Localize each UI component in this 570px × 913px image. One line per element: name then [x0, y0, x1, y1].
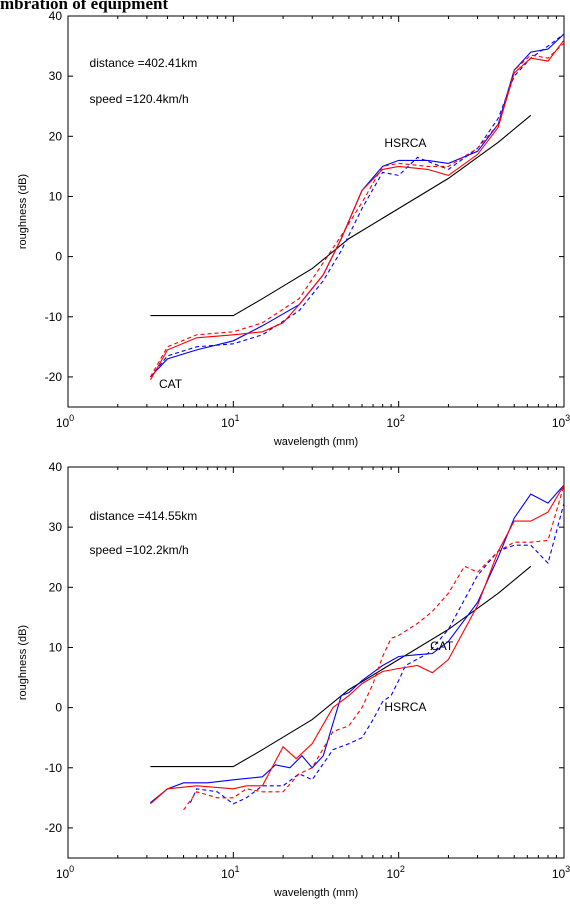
y-tick-label: -20	[45, 821, 63, 835]
x-tick-base: 10	[386, 416, 400, 430]
y-tick-label: 20	[49, 580, 63, 594]
x-tick-label: 102	[386, 413, 404, 430]
x-tick-exponent: 1	[235, 413, 240, 423]
annotation-label: CAT	[430, 639, 454, 653]
y-tick-label: 30	[49, 520, 63, 534]
y-tick-label: -10	[45, 761, 63, 775]
y-tick-label: 40	[49, 9, 63, 23]
y-tick-label: 10	[49, 189, 63, 203]
x-tick-label: 101	[221, 864, 239, 881]
x-tick-base: 10	[552, 867, 566, 881]
x-tick-base: 10	[56, 867, 70, 881]
y-tick-label: -10	[45, 310, 63, 324]
x-axis-label: wavelength (mm)	[273, 436, 358, 448]
series-line-1	[150, 114, 532, 317]
annotation-label: speed =120.4km/h	[90, 92, 189, 106]
x-tick-exponent: 3	[565, 864, 570, 874]
y-tick-label: 20	[49, 129, 63, 143]
annotation-label: HSRCA	[384, 136, 426, 150]
y-tick-label: 40	[49, 460, 63, 474]
y-tick-label: 30	[49, 69, 63, 83]
x-tick-exponent: 2	[400, 413, 405, 423]
y-tick-label: 10	[49, 640, 63, 654]
x-tick-label: 100	[56, 864, 74, 881]
annotation-label: HSRCA	[384, 700, 426, 714]
x-tick-base: 10	[552, 416, 566, 430]
series-line-2	[150, 33, 565, 378]
series-line-5	[149, 42, 565, 378]
x-tick-exponent: 0	[69, 413, 74, 423]
x-tick-base: 10	[386, 867, 400, 881]
y-axis-label: roughness (dB)	[17, 625, 29, 700]
x-tick-base: 10	[56, 416, 70, 430]
annotation-label: distance =402.41km	[90, 56, 198, 70]
y-tick-label: 0	[55, 701, 62, 715]
x-tick-exponent: 3	[565, 413, 570, 423]
x-tick-exponent: 2	[400, 864, 405, 874]
annotation-label: CAT	[159, 377, 183, 391]
series-line-1	[150, 565, 532, 768]
y-tick-label: 0	[55, 250, 62, 264]
x-tick-label: 103	[552, 864, 570, 881]
plot-frame	[67, 466, 565, 859]
figure-heading: mbration of equipment	[0, 0, 169, 13]
plot-frame	[67, 15, 565, 408]
series-line-3	[149, 33, 565, 378]
series-line-5	[183, 484, 565, 811]
x-tick-base: 10	[221, 416, 235, 430]
annotation-label: distance =414.55km	[90, 509, 198, 523]
x-tick-label: 100	[56, 413, 74, 430]
x-axis-label: wavelength (mm)	[273, 887, 358, 899]
x-tick-label: 101	[221, 413, 239, 430]
x-tick-exponent: 1	[235, 864, 240, 874]
series-line-4	[150, 484, 565, 805]
x-tick-base: 10	[221, 867, 235, 881]
annotation-label: speed =102.2km/h	[90, 543, 189, 557]
y-axis-label: roughness (dB)	[17, 174, 29, 249]
series-line-4	[149, 39, 565, 381]
y-tick-label: -20	[45, 370, 63, 384]
x-tick-label: 103	[552, 413, 570, 430]
x-tick-exponent: 0	[69, 864, 74, 874]
series-line-2	[150, 484, 565, 804]
x-tick-label: 102	[386, 864, 404, 881]
